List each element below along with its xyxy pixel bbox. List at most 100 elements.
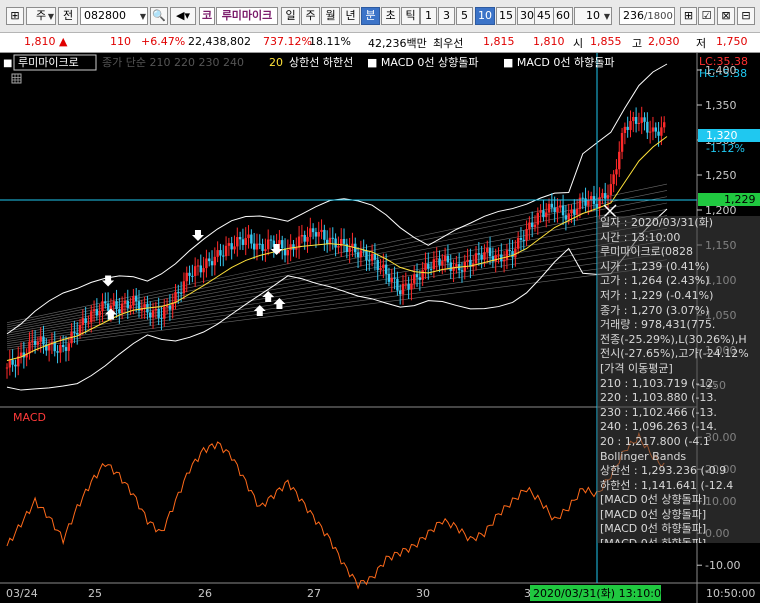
settings-icon[interactable]: ⊟	[737, 7, 755, 25]
ma-fan-line	[6, 227, 668, 338]
candle-body	[123, 300, 127, 304]
open-price: 1,855	[590, 35, 622, 48]
crosshair-price-label: 1,229	[724, 193, 756, 206]
candle-body	[272, 240, 276, 247]
candle-body	[98, 311, 101, 316]
candle-body	[134, 296, 138, 302]
legend-title: 루미마이크로	[18, 56, 79, 69]
candle-body	[250, 234, 253, 244]
candle-body	[340, 239, 343, 247]
interval-button-5[interactable]: 5	[456, 7, 473, 25]
legend-macd-up: ■ MACD 0선 상향돌파	[367, 56, 478, 69]
code-input[interactable]: 082800 ▼	[80, 7, 148, 25]
tooltip-line: 230 : 1,102.466 (-13.	[600, 405, 717, 419]
candle-body	[356, 252, 360, 258]
candle-body	[606, 195, 610, 199]
quote-bar: 1,810 ▲ 110 +6.47% 22,438,802 737.12% 18…	[0, 33, 760, 53]
candle-body	[424, 263, 427, 271]
ma-fan-line	[6, 234, 668, 340]
candle-body	[53, 342, 56, 352]
tooltip-line: 루미마이크로(0828	[600, 245, 694, 259]
candle-body	[193, 266, 197, 276]
period-tick-button[interactable]: 틱	[401, 7, 420, 25]
ma-fan-line	[6, 202, 668, 330]
candle-body	[379, 267, 382, 271]
tooltip-line: [MACD 0선 상향돌파]	[600, 493, 707, 507]
period-minute-button[interactable]: 분	[361, 7, 380, 25]
candle-body	[519, 238, 523, 240]
period-week-button[interactable]: 주	[301, 7, 320, 25]
prev-button[interactable]: 전	[58, 7, 78, 25]
candle-body	[303, 234, 306, 242]
grid-icon[interactable]	[11, 73, 22, 84]
interval-select[interactable]: 10 ▼	[574, 7, 612, 25]
candle-body	[337, 246, 340, 248]
tooltip-line: 하한선 : 1,141.641 (-12.4	[600, 478, 734, 492]
ma-fan-line	[6, 240, 668, 342]
candle-body	[118, 309, 121, 314]
grid-toggle-icon[interactable]: ⊞	[680, 7, 697, 25]
tooltip-line: [가격 이동평균]	[600, 361, 673, 375]
candle-body	[151, 310, 155, 318]
trade-amount: 42,236백만	[368, 37, 427, 50]
interval-button-1[interactable]: 1	[420, 7, 437, 25]
candle-body	[185, 272, 188, 282]
cursor-time-box	[530, 585, 661, 601]
legend-ma20: 20	[269, 56, 283, 69]
period-year-button[interactable]: 년	[341, 7, 360, 25]
ma-fan-line	[6, 209, 668, 332]
buy-arrow-icon	[104, 308, 117, 320]
candle-body	[334, 238, 337, 248]
time-label-1: 03/24	[6, 587, 38, 600]
interval-button-15[interactable]: 15	[496, 7, 516, 25]
link-icon[interactable]: ⊠	[717, 7, 735, 25]
candle-body	[460, 270, 464, 272]
market-select[interactable]: 주 ▼	[26, 7, 56, 25]
tooltip-line: 저가 : 1,229 (-0.41%)	[600, 288, 714, 302]
candle-body	[415, 274, 419, 278]
candle-body	[160, 317, 163, 319]
search-icon[interactable]: 🔍	[150, 7, 168, 25]
period-day-button[interactable]: 일	[281, 7, 300, 25]
candle-body	[84, 318, 87, 324]
period-month-button[interactable]: 월	[321, 7, 340, 25]
candle-body	[351, 243, 354, 248]
tooltip-line: 고가 : 1,264 (2.43%)	[600, 274, 710, 288]
candle-body	[567, 213, 570, 220]
period-second-button[interactable]: 초	[381, 7, 400, 25]
turnover: 18.11%	[309, 35, 351, 48]
candle-body	[295, 247, 298, 250]
candle-body	[539, 210, 542, 213]
legend-macd-down: ■ MACD 0선 하향돌파	[503, 55, 614, 69]
candle-body	[266, 239, 270, 250]
candle-body	[177, 291, 180, 293]
candle-body	[469, 259, 472, 267]
chart-type-icon[interactable]: ⊞	[6, 7, 24, 25]
candle-body	[314, 232, 318, 237]
candle-body	[230, 243, 233, 250]
tooltip-line: 거래량 : 978,431(775.	[600, 318, 716, 332]
speaker-icon[interactable]: ◀▾	[170, 7, 196, 25]
tooltip-line: 210 : 1,103.719 (-12.	[600, 376, 717, 390]
legend-ma: 종가 단순 210 220 230 240	[102, 56, 244, 69]
candle-body	[64, 347, 68, 351]
count-input[interactable]: 236/1800	[619, 7, 675, 25]
candle-body	[14, 364, 17, 367]
candle-body	[530, 222, 534, 228]
candle-body	[104, 301, 107, 304]
candle-body	[398, 290, 402, 295]
candle-body	[570, 209, 573, 214]
candlesticks	[5, 106, 666, 379]
interval-button-60[interactable]: 60	[553, 7, 573, 25]
candle-body	[396, 278, 399, 291]
candle-body	[427, 263, 430, 269]
interval-button-45[interactable]: 45	[534, 7, 554, 25]
candle-body	[390, 277, 393, 282]
sell-arrow-icon	[270, 244, 283, 255]
check-icon[interactable]: ☑	[698, 7, 715, 25]
candle-body	[101, 301, 104, 312]
interval-button-10[interactable]: 10	[475, 7, 495, 25]
candle-body	[165, 305, 169, 307]
candle-body	[95, 309, 99, 316]
interval-button-3[interactable]: 3	[438, 7, 455, 25]
